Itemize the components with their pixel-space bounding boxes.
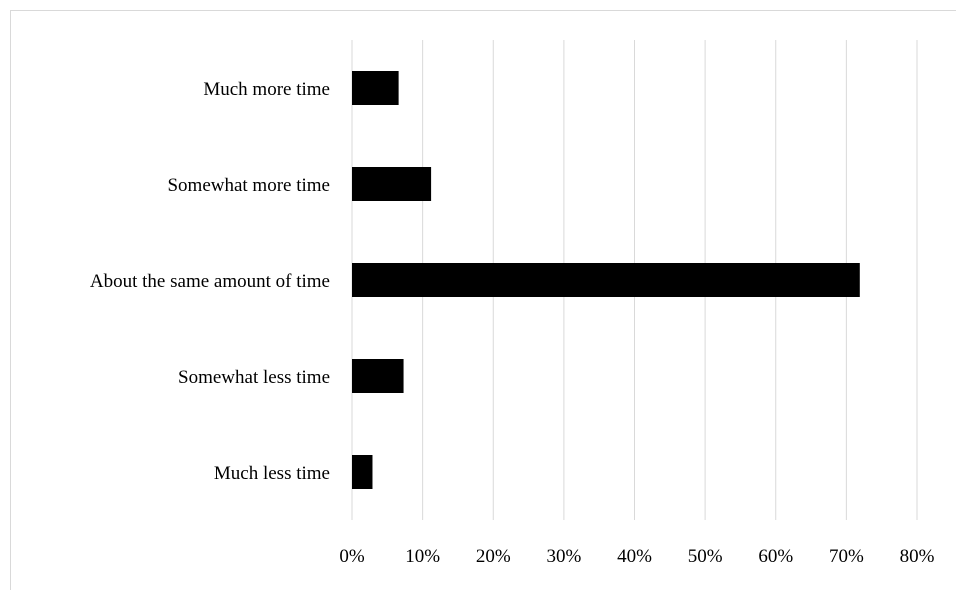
x-tick-label: 10% <box>405 546 440 567</box>
x-tick-label: 50% <box>688 546 723 567</box>
x-tick-label: 30% <box>546 546 581 567</box>
bar-3 <box>352 359 404 393</box>
bar-0 <box>352 71 399 105</box>
category-label: Somewhat more time <box>167 175 330 196</box>
category-labels: Much more time Somewhat more time About th… <box>90 79 330 484</box>
chart-frame <box>10 10 956 590</box>
x-tick-label: 60% <box>758 546 793 567</box>
bar-4 <box>352 455 373 489</box>
bars <box>352 71 860 489</box>
x-tick-label: 70% <box>829 546 864 567</box>
bar-2 <box>352 263 860 297</box>
category-label: Somewhat less time <box>178 367 330 388</box>
bar-1 <box>352 167 432 201</box>
x-tick-label: 20% <box>476 546 511 567</box>
tick-labels: 0% 10% 20% 30% 40% 50% 60% 70% 80% <box>339 546 934 567</box>
category-label: Much more time <box>203 79 330 100</box>
category-label: Much less time <box>214 463 330 484</box>
x-tick-label: 0% <box>339 546 365 567</box>
x-tick-label: 40% <box>617 546 652 567</box>
category-label: About the same amount of time <box>90 271 330 292</box>
x-tick-label: 80% <box>900 546 935 567</box>
